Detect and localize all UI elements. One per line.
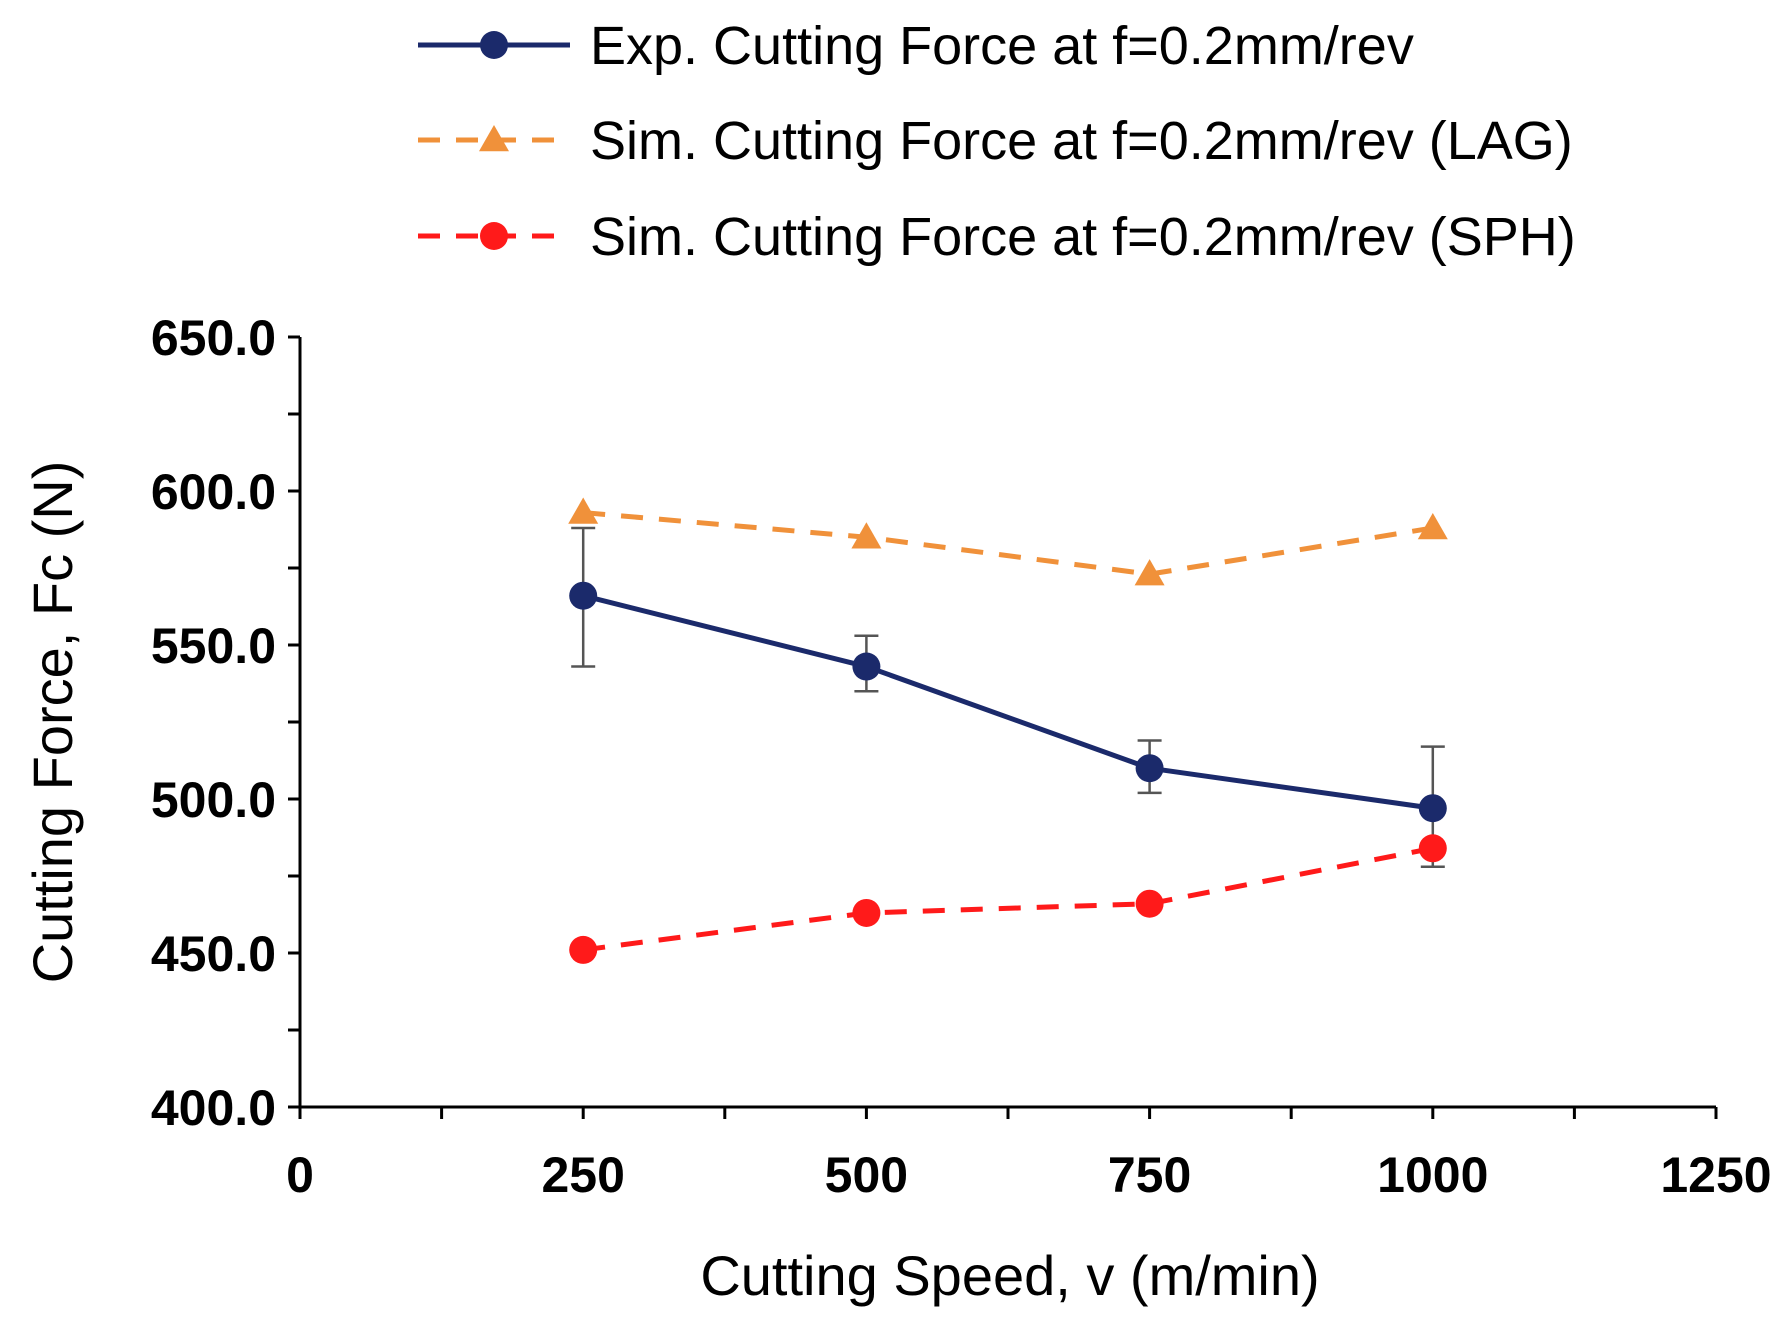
data-point (852, 652, 881, 681)
data-point (568, 497, 599, 524)
x-tick-label: 750 (1108, 1147, 1191, 1203)
y-tick-label: 400.0 (151, 1080, 276, 1136)
plot-area (568, 497, 1448, 964)
legend-marker-sph (480, 222, 508, 250)
y-tick-label: 550.0 (151, 618, 276, 674)
y-axis-title: Cutting Force, Fc (N) (21, 461, 84, 984)
data-point (1417, 512, 1448, 540)
series-line (582, 510, 1434, 577)
legend: Exp. Cutting Force at f=0.2mm/rev Sim. C… (418, 16, 1576, 267)
legend-item-exp: Exp. Cutting Force at f=0.2mm/rev (418, 16, 1414, 76)
legend-label-exp: Exp. Cutting Force at f=0.2mm/rev (590, 16, 1414, 76)
data-point (569, 581, 598, 610)
series-line (582, 593, 1434, 811)
y-tick-label: 500.0 (151, 772, 276, 828)
data-point (852, 898, 881, 927)
data-point (1135, 754, 1164, 783)
x-tick-label: 1250 (1660, 1147, 1771, 1203)
legend-item-sph: Sim. Cutting Force at f=0.2mm/rev (SPH) (418, 207, 1576, 267)
data-point (1418, 834, 1447, 863)
y-tick-label: 650.0 (151, 310, 276, 366)
data-point (1135, 889, 1164, 918)
x-tick-label: 1000 (1377, 1147, 1488, 1203)
data-point (1418, 794, 1447, 823)
legend-marker-exp (480, 31, 508, 59)
legend-item-lag: Sim. Cutting Force at f=0.2mm/rev (LAG) (418, 111, 1573, 171)
x-tick-label: 0 (286, 1147, 314, 1203)
axes: 400.0 450.0 500.0 550.0 600.0 650.0 0 250 500 750… (151, 310, 1772, 1203)
data-point (851, 522, 882, 549)
x-axis-title: Cutting Speed, v (m/min) (700, 1244, 1319, 1307)
x-tick-label: 250 (541, 1147, 624, 1203)
x-tick-label: 500 (825, 1147, 908, 1203)
legend-label-lag: Sim. Cutting Force at f=0.2mm/rev (LAG) (590, 111, 1573, 171)
y-tick-label: 450.0 (151, 926, 276, 982)
data-point (1134, 559, 1165, 586)
data-point (569, 935, 598, 964)
legend-marker-lag (479, 125, 509, 152)
series-line (582, 845, 1434, 953)
legend-label-sph: Sim. Cutting Force at f=0.2mm/rev (SPH) (590, 207, 1576, 267)
y-tick-label: 600.0 (151, 464, 276, 520)
